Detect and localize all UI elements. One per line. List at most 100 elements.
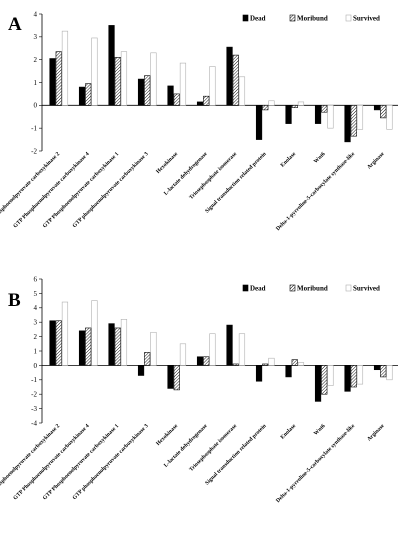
bar-moribund — [262, 105, 269, 111]
legend-label-survived: Survived — [353, 285, 380, 293]
panel-label: A — [8, 14, 22, 35]
bar-dead — [314, 105, 322, 124]
bar-survived — [209, 333, 216, 366]
bar-moribund — [380, 105, 387, 119]
bar-moribund — [350, 105, 357, 137]
bar-survived — [327, 105, 334, 129]
legend-swatch-survived — [345, 284, 352, 292]
bar-dead — [255, 365, 263, 382]
bar-dead — [108, 323, 115, 366]
bar-dead — [78, 330, 86, 366]
bar-survived — [91, 37, 98, 106]
category-label: Arginase — [366, 423, 386, 443]
y-tick-label: 5 — [34, 290, 38, 298]
panel-label: B — [8, 290, 21, 311]
bar-survived — [179, 62, 187, 106]
category-label: Arginase — [366, 151, 386, 171]
bar-survived — [179, 343, 187, 366]
bar-moribund — [321, 105, 328, 113]
bar-survived — [61, 30, 69, 106]
bar-survived — [356, 365, 364, 385]
y-tick-label: 4 — [34, 304, 38, 312]
y-tick-label: -1 — [31, 125, 37, 133]
bar-dead — [137, 78, 145, 106]
bar-survived — [91, 300, 98, 366]
bar-moribund — [114, 327, 121, 366]
bar-survived — [386, 105, 393, 130]
legend-swatch-moribund — [289, 284, 296, 292]
bar-survived — [297, 362, 305, 366]
category-label: Signal transduction related protein — [204, 423, 268, 487]
bar-dead — [285, 365, 292, 378]
legend-label-dead: Dead — [250, 15, 266, 23]
bar-survived — [120, 51, 128, 106]
bar-dead — [49, 58, 56, 106]
bar-moribund — [350, 365, 357, 388]
legend-swatch-survived — [345, 14, 352, 22]
bar-moribund — [203, 356, 210, 366]
y-tick-label: 1 — [34, 347, 38, 355]
bar-dead — [49, 320, 56, 366]
bar-survived — [238, 76, 246, 106]
bar-dead — [373, 105, 381, 111]
bar-dead — [226, 324, 233, 366]
y-tick-label: 4 — [34, 10, 38, 18]
y-tick-label: -1 — [31, 376, 37, 384]
bar-survived — [150, 331, 157, 366]
bar-moribund — [380, 365, 387, 378]
y-tick-label: 1 — [34, 79, 38, 87]
category-label: Signal transduction related protein — [204, 151, 268, 215]
bar-moribund — [55, 320, 62, 366]
legend-label-moribund: Moribund — [297, 285, 328, 293]
bar-survived — [120, 319, 128, 366]
category-label: Wnt6 — [313, 151, 327, 165]
category-label: Hexokinase — [155, 151, 179, 175]
bar-dead — [167, 365, 174, 389]
category-label: Enolase — [280, 151, 298, 169]
category-label: Wnt6 — [313, 423, 327, 437]
bar-moribund — [173, 365, 180, 391]
y-tick-label: -3 — [31, 405, 37, 413]
category-label: Enolase — [280, 423, 298, 441]
bar-dead — [226, 46, 233, 106]
bar-moribund — [232, 54, 239, 106]
y-tick-label: -4 — [31, 419, 37, 427]
y-tick-label: 6 — [34, 275, 38, 283]
bar-moribund — [291, 359, 298, 366]
bar-survived — [268, 100, 275, 106]
bar-survived — [61, 301, 69, 366]
y-tick-label: 3 — [34, 33, 38, 41]
legend-swatch-dead — [242, 14, 249, 22]
bar-survived — [150, 52, 157, 106]
bar-dead — [196, 356, 204, 366]
y-tick-label: 2 — [34, 56, 38, 64]
bar-survived — [297, 101, 305, 106]
bar-dead — [196, 101, 204, 106]
bar-survived — [356, 105, 364, 130]
bar-survived — [209, 66, 216, 106]
bar-dead — [255, 105, 263, 140]
legend-label-survived: Survived — [353, 15, 380, 23]
bar-moribund — [232, 363, 239, 366]
bar-dead — [78, 86, 86, 106]
legend-swatch-dead — [242, 284, 249, 292]
bar-dead — [344, 105, 351, 143]
bar-dead — [137, 365, 145, 376]
y-tick-label: 0 — [34, 102, 38, 110]
y-tick-label: 3 — [34, 319, 38, 327]
bar-dead — [373, 365, 381, 371]
bar-survived — [238, 333, 246, 366]
bar-moribund — [321, 365, 328, 395]
bar-moribund — [114, 57, 121, 106]
bar-survived — [386, 365, 393, 381]
bar-dead — [314, 365, 322, 402]
bar-moribund — [173, 93, 180, 106]
y-tick-label: 2 — [34, 333, 38, 341]
bar-survived — [268, 357, 275, 366]
bar-moribund — [262, 363, 269, 366]
y-tick-label: -2 — [31, 391, 37, 399]
y-tick-label: 0 — [34, 362, 38, 370]
